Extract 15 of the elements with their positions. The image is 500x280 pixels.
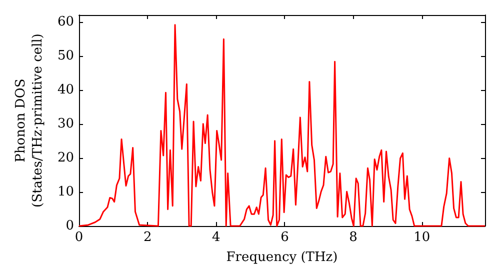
y-tick-label: 50	[57, 48, 74, 64]
x-axis-title: Frequency (THz)	[226, 250, 338, 265]
y-tick-label: 20	[57, 150, 74, 166]
y-tick-label: 30	[57, 116, 74, 132]
x-tick-label: 6	[280, 230, 289, 245]
y-tick-label: 10	[57, 184, 74, 200]
y-tick-label: 40	[57, 82, 74, 98]
x-tick-label: 4	[212, 230, 220, 245]
x-tick-label: 0	[74, 230, 84, 245]
y-tick-label: 60	[57, 14, 74, 30]
x-tick-label: 2	[143, 230, 152, 245]
y-tick-label: 0	[66, 218, 74, 234]
x-tick-label: 10	[414, 230, 430, 245]
y-axis-title: Phonon DOS (States/THz·primitive cell)	[14, 33, 46, 208]
x-tick-label: 8	[349, 230, 358, 245]
